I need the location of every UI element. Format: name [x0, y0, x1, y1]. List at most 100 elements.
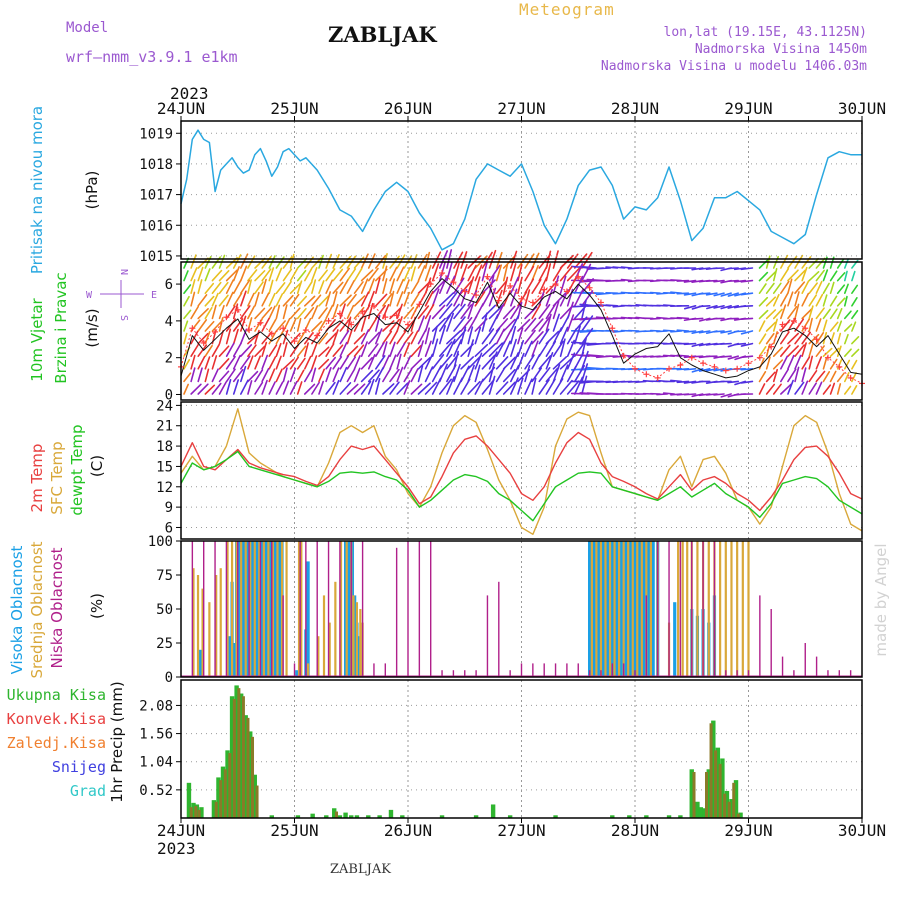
wind-barb: [531, 367, 543, 383]
wind-barb: [502, 290, 511, 307]
total-precip-bar: [507, 815, 513, 818]
convective-precip-bar: [197, 809, 201, 818]
low-cloud-bar: [191, 541, 194, 676]
wind-barb: [382, 330, 393, 345]
x-tick-label-bottom: 29JUN: [724, 821, 772, 840]
wind-barb: [311, 355, 318, 370]
high-cloud-bar: [637, 541, 642, 676]
wind-barb: [705, 367, 718, 372]
wind-barb: [780, 331, 790, 345]
wind-barb: [787, 291, 794, 307]
wind-barb: [318, 380, 324, 395]
compass-east: E: [151, 290, 157, 301]
wind-barb: [225, 305, 236, 320]
wind-barb: [346, 268, 357, 282]
low-cloud-bar: [248, 541, 250, 676]
y-tick-label: 4: [165, 314, 173, 330]
wind-barb: [296, 280, 303, 295]
low-cloud-bar: [622, 663, 625, 676]
wind-barb: [410, 358, 423, 370]
wind-barb: [794, 354, 802, 370]
wind-barb: [282, 304, 288, 320]
high-cloud-bar: [343, 541, 348, 676]
wind-barb: [303, 331, 314, 345]
wind-barb: [531, 264, 539, 282]
low-cloud-bar: [566, 663, 568, 676]
low-cloud-bar: [293, 663, 296, 676]
wind-barb: [332, 303, 339, 320]
mid-cloud-bar: [631, 541, 634, 676]
wind-barb: [389, 307, 402, 320]
wind-barb: [424, 251, 431, 269]
wind-barb: [183, 320, 189, 332]
low-cloud-bar: [691, 541, 693, 676]
total-precip-bar: [199, 807, 204, 818]
y-tick-label: 1017: [139, 188, 173, 204]
wind-barb: [431, 325, 438, 345]
wind-barb: [787, 278, 793, 295]
mid-cloud-bar: [618, 541, 621, 676]
wind-barb: [204, 384, 216, 395]
convective-precip-bar: [732, 782, 736, 818]
wind-barb: [581, 290, 594, 307]
wind-barb: [851, 372, 857, 383]
wind-barb: [460, 263, 468, 282]
wind-barb: [268, 318, 277, 332]
wind-barb: [438, 325, 446, 345]
wind-barb: [339, 330, 350, 345]
x-tick-label-top: 28JUN: [611, 99, 659, 118]
wind-barb: [559, 379, 573, 395]
elevation-text: Nadmorska Visina 1450m: [694, 42, 867, 57]
wind-barb: [765, 356, 771, 370]
wind-barb: [683, 393, 697, 396]
wind-barb: [794, 303, 800, 320]
wind-barb: [289, 356, 299, 370]
wind-barb: [481, 379, 495, 395]
wind-barb: [481, 289, 493, 307]
wind-barb: [765, 296, 777, 307]
wind-barb: [765, 321, 777, 332]
wind-barb: [481, 312, 488, 332]
wind-barb: [431, 288, 440, 307]
wind-barb: [282, 280, 292, 295]
wind-barb: [836, 297, 846, 307]
wind-barb: [829, 295, 838, 307]
wind-barb: [794, 318, 805, 332]
wind-barb: [218, 358, 230, 370]
wind-barb: [510, 338, 517, 358]
wind-barb: [360, 380, 372, 395]
low-cloud-bar: [759, 595, 761, 676]
wind-barb: [446, 330, 462, 345]
total-precip-bar: [490, 804, 496, 818]
wind-barb: [510, 377, 519, 395]
wind-barb: [740, 279, 754, 283]
high-cloud-bar: [198, 649, 202, 676]
wind-barb: [772, 331, 778, 345]
wind-barb: [488, 287, 497, 307]
wind-barb: [758, 271, 769, 282]
wind-barb: [787, 379, 794, 395]
wind-barb: [389, 341, 396, 358]
total-precip-bar: [216, 777, 221, 818]
high-cloud-bar: [246, 541, 250, 676]
x-tick-label-bottom: 27JUN: [497, 821, 545, 840]
wind-barb: [353, 295, 366, 307]
wind-barb: [190, 383, 202, 395]
wind-barb: [453, 277, 465, 295]
wind-barb: [740, 380, 754, 384]
high-cloud-bar: [232, 643, 236, 676]
total-precip-bar: [678, 815, 683, 818]
wind-barb: [794, 291, 800, 307]
wind-barb: [254, 257, 266, 269]
x-tick-label-bottom: 30JUN: [838, 821, 886, 840]
wind-barb: [382, 278, 388, 295]
wind-barb: [605, 304, 619, 307]
wind-barb: [183, 284, 192, 295]
wind-barb: [843, 310, 852, 320]
low-cloud-bar: [509, 670, 511, 676]
wind-barb: [566, 253, 579, 269]
low-cloud-bar: [384, 663, 386, 676]
wind-barb: [403, 319, 415, 332]
wind-barb: [353, 367, 361, 383]
low-cloud-bar: [815, 656, 818, 676]
